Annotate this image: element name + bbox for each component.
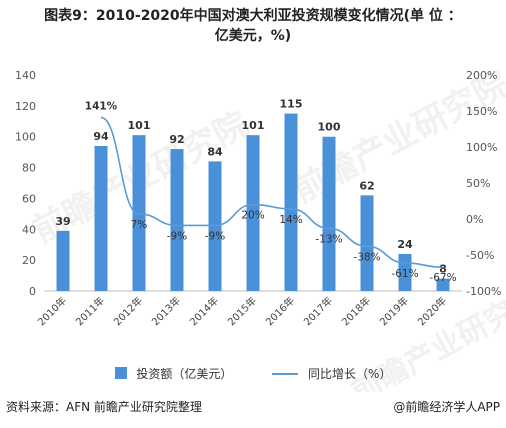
y-left-tick-label: 60 [22,192,36,205]
y-right-tick-label: -100% [466,285,501,298]
x-tick-label: 2014年 [187,294,221,328]
chart-title: 图表9：2010-2020年中国对澳大利亚投资规模变化情况(单 位 ： 亿美元，… [0,6,506,46]
x-tick-label: 2010年 [35,294,69,328]
legend-item-line: 同比增长（%） [272,365,391,382]
y-left-tick-label: 120 [15,100,36,113]
x-tick-label: 2019年 [377,294,411,328]
y-right-tick-label: 0% [466,213,483,226]
legend-label-bar: 投资额（亿美元） [136,367,233,381]
bar-value-label: 94 [93,130,109,143]
bar [436,278,450,291]
y-right-tick-label: -50% [466,249,494,262]
y-right-tick-label: 100% [466,141,497,154]
bar [246,135,260,291]
legend-item-bar: 投资额（亿美元） [114,365,233,382]
x-tick-label: 2020年 [415,294,449,328]
x-tick-label: 2018年 [339,294,373,328]
bar-value-label: 115 [280,98,303,111]
bar-value-label: 62 [359,179,374,192]
bar-value-label: 39 [55,215,70,228]
growth-value-label: -38% [353,251,380,263]
x-tick-label: 2012年 [111,294,145,328]
growth-value-label: 141% [85,100,118,112]
growth-value-label: -61% [391,268,418,280]
chart-title-line1: 图表9：2010-2020年中国对澳大利亚投资规模变化情况(单 位 ： [44,8,462,24]
y-right-tick-label: 150% [466,105,497,118]
bar-value-label: 24 [397,238,413,251]
bar-value-label: 101 [242,119,265,132]
y-left-tick-label: 20 [22,254,36,267]
y-left-tick-label: 140 [15,69,36,82]
source-text: 资料来源：AFN 前瞻产业研究院整理 [6,400,202,414]
chart-title-line2: 亿美元，%) [214,28,292,44]
growth-value-label: -13% [315,233,342,245]
x-tick-label: 2013年 [149,294,183,328]
x-tick-label: 2015年 [225,294,259,328]
bar-value-label: 101 [128,119,151,132]
bar-value-label: 92 [169,133,184,146]
growth-value-label: -9% [167,230,187,242]
bar [132,135,146,291]
growth-line [100,116,444,269]
bar [170,149,184,291]
y-right-tick-label: 50% [466,177,490,190]
growth-value-label: -67% [429,272,456,284]
y-left-tick-label: 80 [22,162,36,175]
bar [360,195,374,291]
growth-value-label: -9% [205,230,225,242]
bar-value-label: 84 [207,145,223,158]
bar [322,136,336,291]
brand-text: @前瞻经济学人APP [393,400,500,414]
legend: 投资额（亿美元） 同比增长（%） [0,365,506,382]
bar-value-label: 8 [439,263,447,276]
x-tick-label: 2011年 [73,294,107,328]
growth-value-label: 20% [241,210,264,222]
bar-value-label: 100 [318,121,341,134]
growth-value-label: 7% [131,219,148,231]
legend-swatch-bar [114,367,127,379]
y-left-tick-label: 0 [29,285,36,298]
y-left-tick-label: 100 [15,131,36,144]
legend-label-line: 同比增长（%） [308,367,392,381]
legend-swatch-line [272,373,299,375]
bar [94,145,108,291]
growth-value-label: 14% [279,214,302,226]
x-tick-label: 2016年 [263,294,297,328]
y-left-tick-label: 40 [22,223,36,236]
footer: 资料来源：AFN 前瞻产业研究院整理 @前瞻经济学人APP [0,392,506,424]
bar [284,113,298,291]
y-right-tick-label: 200% [466,69,497,82]
bar [56,230,70,291]
x-tick-label: 2017年 [301,294,335,328]
